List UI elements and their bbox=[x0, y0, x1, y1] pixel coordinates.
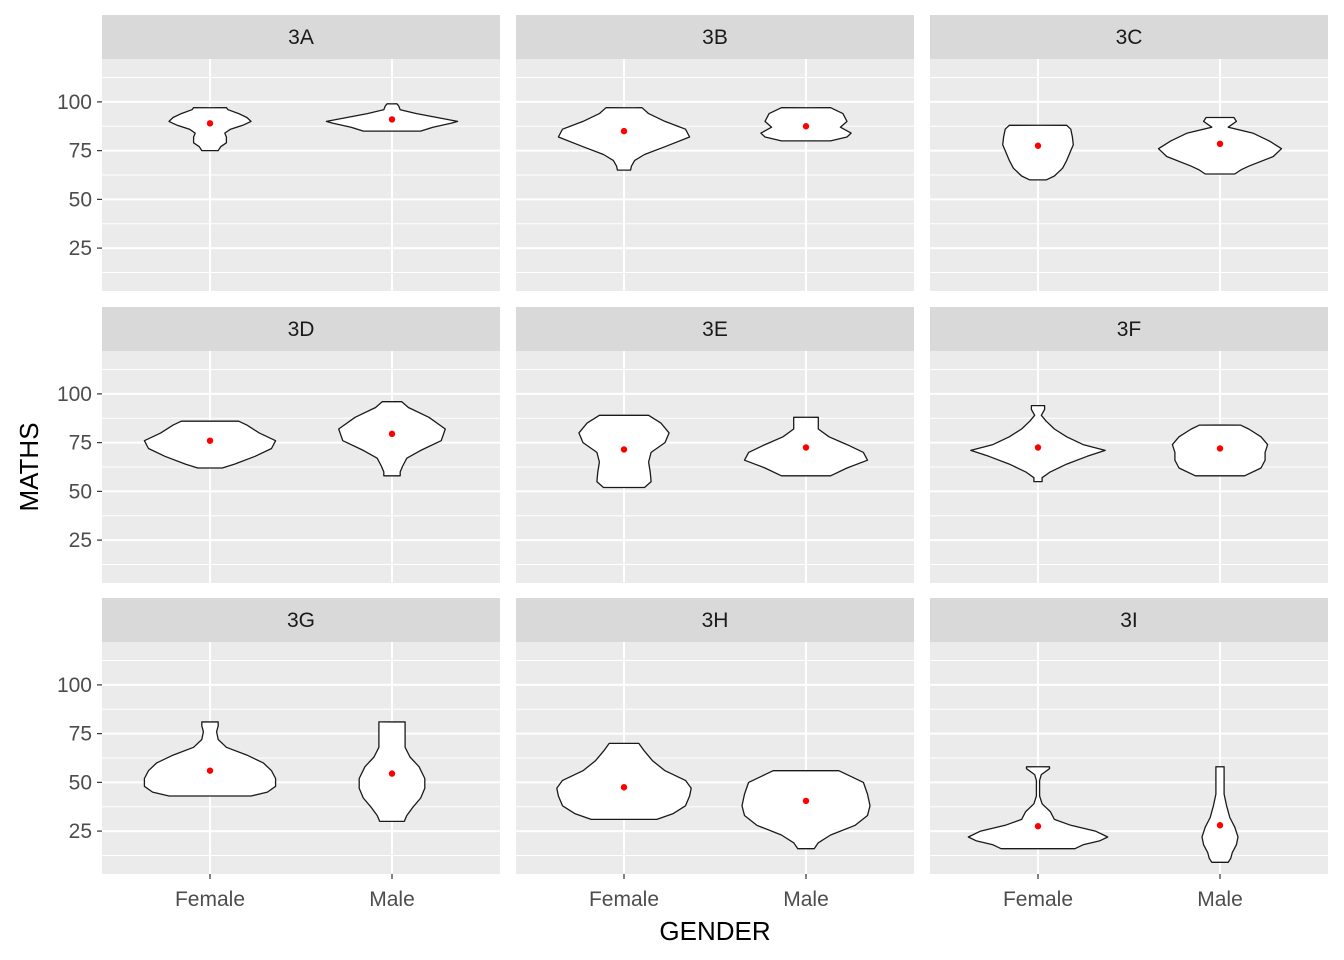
violin-female bbox=[557, 107, 691, 171]
facet-strip-label: 3A bbox=[288, 26, 314, 49]
x-tick-label: Female bbox=[175, 888, 245, 911]
violin-male bbox=[1201, 766, 1239, 863]
facet-strip-label: 3G bbox=[287, 609, 315, 632]
mean-point bbox=[1034, 823, 1042, 830]
violin-female bbox=[143, 721, 277, 797]
mean-point bbox=[1034, 142, 1042, 149]
y-tick-label: 25 bbox=[69, 237, 92, 260]
y-tick-label: 100 bbox=[57, 91, 92, 114]
mean-point bbox=[206, 120, 214, 127]
facet-strip bbox=[516, 307, 914, 351]
mean-point bbox=[802, 444, 810, 451]
mean-point bbox=[1216, 822, 1224, 829]
mean-point bbox=[388, 430, 396, 438]
y-axis-title: MATHS bbox=[14, 422, 44, 511]
y-tick-label: 25 bbox=[69, 820, 92, 843]
mean-point bbox=[802, 797, 810, 805]
facet-strip-label: 3D bbox=[288, 318, 315, 341]
x-axis-title: GENDER bbox=[659, 916, 770, 946]
facet-strip-label: 3C bbox=[1116, 26, 1143, 49]
y-tick-label: 75 bbox=[69, 140, 92, 163]
violin-female bbox=[967, 766, 1109, 850]
facet-strip bbox=[102, 307, 500, 351]
facet-panel-3h: 3H bbox=[516, 598, 914, 874]
facet-strip-label: 3E bbox=[702, 318, 728, 341]
mean-point bbox=[620, 446, 628, 453]
facet-panel-3b: 3B bbox=[516, 15, 914, 291]
x-tick-label: Male bbox=[783, 888, 829, 911]
mean-point bbox=[1034, 444, 1042, 451]
facet-panel-3d: 3D bbox=[102, 307, 500, 583]
facet-strip bbox=[516, 15, 914, 59]
facet-panel-3g: 3G bbox=[102, 598, 500, 874]
mean-point bbox=[388, 116, 396, 123]
x-tick-label: Female bbox=[589, 888, 659, 911]
mean-point bbox=[388, 770, 396, 777]
y-tick-label: 75 bbox=[69, 723, 92, 746]
mean-point bbox=[206, 437, 214, 444]
facet-strip bbox=[930, 15, 1328, 59]
facet-strip-label: 3F bbox=[1117, 318, 1142, 341]
x-tick-label: Female bbox=[1003, 888, 1073, 911]
y-tick-label: 100 bbox=[57, 674, 92, 697]
facet-panel-3c: 3C bbox=[930, 15, 1328, 291]
facet-strip bbox=[930, 307, 1328, 351]
facet-panel-3a: 3A bbox=[102, 15, 500, 291]
violin-female bbox=[143, 420, 277, 469]
facet-panel-3i: 3I bbox=[930, 598, 1328, 874]
facet-strip bbox=[516, 598, 914, 642]
facet-strip-label: 3H bbox=[702, 609, 729, 632]
x-tick-label: Male bbox=[1197, 888, 1243, 911]
x-tick-label: Male bbox=[369, 888, 415, 911]
mean-point bbox=[802, 123, 810, 130]
mean-point bbox=[1216, 445, 1224, 452]
violin-female bbox=[1002, 124, 1074, 181]
facet-panel-3f: 3F bbox=[930, 307, 1328, 583]
mean-point bbox=[1216, 140, 1224, 148]
violin-female bbox=[556, 742, 692, 821]
facet-panel-3e: 3E bbox=[516, 307, 914, 583]
facet-strip-label: 3B bbox=[702, 26, 728, 49]
y-tick-label: 75 bbox=[69, 432, 92, 455]
y-tick-label: 50 bbox=[69, 771, 92, 794]
y-tick-label: 50 bbox=[69, 480, 92, 503]
violin-male bbox=[741, 770, 871, 850]
violin-female bbox=[970, 404, 1106, 483]
facet-strip-label: 3I bbox=[1120, 609, 1138, 632]
mean-point bbox=[620, 127, 628, 135]
facet-strip bbox=[930, 598, 1328, 642]
facet-strip bbox=[102, 15, 500, 59]
mean-point bbox=[620, 784, 628, 791]
y-tick-label: 50 bbox=[69, 188, 92, 211]
violin-male bbox=[338, 401, 446, 477]
violin-female bbox=[168, 107, 252, 152]
facet-strip bbox=[102, 598, 500, 642]
mean-point bbox=[206, 767, 214, 774]
y-tick-label: 25 bbox=[69, 529, 92, 552]
y-tick-label: 100 bbox=[57, 383, 92, 406]
